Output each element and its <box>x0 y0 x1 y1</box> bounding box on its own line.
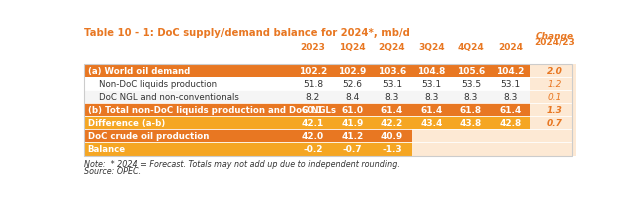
Text: Balance: Balance <box>88 145 126 154</box>
Text: 40.9: 40.9 <box>381 132 403 141</box>
Text: 8.3: 8.3 <box>385 93 399 102</box>
Text: 61.8: 61.8 <box>460 106 482 115</box>
Text: 61.4: 61.4 <box>499 106 522 115</box>
Text: -1.3: -1.3 <box>382 145 402 154</box>
Text: 41.9: 41.9 <box>341 119 364 128</box>
Text: 60.1: 60.1 <box>302 106 324 115</box>
Text: Change: Change <box>536 32 573 41</box>
Bar <box>84 117 572 130</box>
Bar <box>451 143 491 156</box>
Bar <box>531 130 579 143</box>
Bar <box>491 130 531 143</box>
Bar <box>412 130 451 143</box>
Text: 43.4: 43.4 <box>420 119 443 128</box>
Bar <box>84 104 572 117</box>
Text: 61.4: 61.4 <box>381 106 403 115</box>
Bar <box>531 117 579 130</box>
Text: -0.7: -0.7 <box>342 145 362 154</box>
Text: 53.5: 53.5 <box>461 80 481 89</box>
Text: 102.2: 102.2 <box>299 67 327 76</box>
Bar <box>84 91 572 104</box>
Text: 8.3: 8.3 <box>464 93 478 102</box>
Bar <box>531 78 579 91</box>
Bar <box>84 78 572 91</box>
Text: 104.8: 104.8 <box>417 67 445 76</box>
Text: 53.1: 53.1 <box>500 80 520 89</box>
Bar <box>84 64 572 156</box>
Text: 1Q24: 1Q24 <box>339 42 365 51</box>
Text: 53.1: 53.1 <box>421 80 442 89</box>
Text: 42.8: 42.8 <box>499 119 522 128</box>
Text: 42.0: 42.0 <box>302 132 324 141</box>
Text: 61.4: 61.4 <box>420 106 443 115</box>
Text: 2024: 2024 <box>498 42 523 51</box>
Text: 2023: 2023 <box>300 42 325 51</box>
Bar <box>84 64 572 78</box>
Bar <box>531 64 579 78</box>
Text: DoC crude oil production: DoC crude oil production <box>88 132 209 141</box>
Text: 1.3: 1.3 <box>547 106 563 115</box>
Text: 102.9: 102.9 <box>338 67 367 76</box>
Text: 61.0: 61.0 <box>341 106 364 115</box>
Text: 43.8: 43.8 <box>460 119 482 128</box>
Bar <box>531 143 579 156</box>
Text: Difference (a-b): Difference (a-b) <box>88 119 165 128</box>
Text: 105.6: 105.6 <box>457 67 485 76</box>
Text: (a) World oil demand: (a) World oil demand <box>88 67 190 76</box>
Text: 42.2: 42.2 <box>381 119 403 128</box>
Text: DoC NGL and non-conventionals: DoC NGL and non-conventionals <box>88 93 239 102</box>
Text: 41.2: 41.2 <box>341 132 364 141</box>
Bar <box>451 130 491 143</box>
Text: Note:  * 2024 = Forecast. Totals may not add up due to independent rounding.: Note: * 2024 = Forecast. Totals may not … <box>84 160 400 169</box>
Text: 8.3: 8.3 <box>424 93 438 102</box>
Text: (b) Total non-DoC liquids production and DoC NGLs: (b) Total non-DoC liquids production and… <box>88 106 336 115</box>
Text: 0.1: 0.1 <box>547 93 562 102</box>
Bar <box>84 143 572 156</box>
Text: 8.3: 8.3 <box>503 93 518 102</box>
Text: 2024/23: 2024/23 <box>534 38 575 47</box>
Text: 3Q24: 3Q24 <box>418 42 445 51</box>
Text: 0.7: 0.7 <box>547 119 563 128</box>
Bar <box>84 130 572 143</box>
Bar <box>412 143 451 156</box>
Text: Table 10 - 1: DoC supply/demand balance for 2024*, mb/d: Table 10 - 1: DoC supply/demand balance … <box>84 28 410 38</box>
Text: 4Q24: 4Q24 <box>458 42 484 51</box>
Text: 8.4: 8.4 <box>346 93 360 102</box>
Text: 2.0: 2.0 <box>547 67 563 76</box>
Bar <box>531 104 579 117</box>
Text: 103.6: 103.6 <box>378 67 406 76</box>
Text: 8.2: 8.2 <box>306 93 320 102</box>
Text: Non-DoC liquids production: Non-DoC liquids production <box>88 80 217 89</box>
Text: 2Q24: 2Q24 <box>379 42 405 51</box>
Text: Source: OPEC.: Source: OPEC. <box>84 166 141 176</box>
Text: 53.1: 53.1 <box>382 80 402 89</box>
Bar <box>531 91 579 104</box>
Bar <box>491 143 531 156</box>
Text: 51.8: 51.8 <box>303 80 323 89</box>
Text: 1.2: 1.2 <box>547 80 562 89</box>
Text: 104.2: 104.2 <box>497 67 525 76</box>
Text: 42.1: 42.1 <box>302 119 324 128</box>
Text: 52.6: 52.6 <box>342 80 362 89</box>
Text: -0.2: -0.2 <box>303 145 323 154</box>
